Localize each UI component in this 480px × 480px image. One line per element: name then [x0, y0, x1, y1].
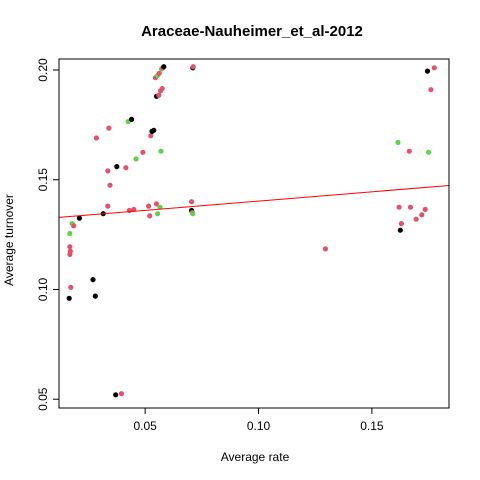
data-point [428, 87, 434, 93]
data-point [397, 227, 403, 233]
data-point [147, 213, 153, 219]
data-point [398, 221, 404, 227]
data-point [396, 204, 402, 210]
data-point [161, 64, 167, 70]
data-point [407, 204, 414, 210]
plot-frame [58, 58, 450, 409]
data-point [422, 206, 428, 212]
data-point [146, 203, 152, 209]
data-point [189, 199, 195, 205]
data-point [431, 65, 437, 71]
data-point [159, 86, 165, 92]
data-point [148, 133, 154, 139]
chart-title: Araceae-Nauheimer_et_al-2012 [141, 23, 363, 40]
data-point [123, 165, 129, 171]
x-tick-label: 0.10 [247, 419, 271, 433]
data-point [406, 148, 412, 154]
data-point [395, 139, 401, 145]
data-point [105, 203, 111, 209]
data-point [118, 391, 124, 397]
data-point [106, 125, 112, 131]
y-tick-label: 0.10 [36, 277, 50, 301]
data-point [156, 92, 162, 98]
data-point [68, 284, 74, 290]
trend-line [58, 185, 450, 218]
data-point [67, 248, 73, 254]
data-point [419, 212, 425, 218]
data-point [126, 207, 132, 214]
data-point [113, 392, 119, 398]
data-point [156, 70, 162, 76]
data-point [114, 164, 120, 170]
x-axis-label: Average rate [221, 450, 290, 464]
data-point [413, 216, 419, 222]
data-point [129, 116, 135, 122]
data-point [92, 293, 98, 299]
data-point [90, 277, 96, 283]
data-point [426, 149, 432, 155]
data-point [133, 156, 139, 162]
data-point [190, 64, 196, 70]
data-point [71, 223, 77, 229]
data-point [151, 127, 157, 133]
y-tick-label: 0.20 [36, 58, 50, 82]
data-point [140, 149, 146, 155]
y-tick-label: 0.05 [36, 387, 50, 411]
data-point [93, 135, 99, 141]
plot-layer: 0.05 0.10 0.15 0.05 0.10 0.15 0.20 [36, 58, 450, 433]
data-point [107, 182, 113, 188]
data-point [190, 211, 196, 217]
data-point [66, 295, 72, 301]
x-tick-label: 0.15 [360, 419, 384, 433]
data-point [424, 68, 431, 74]
data-point [67, 230, 73, 237]
x-tick-label: 0.05 [133, 419, 157, 433]
y-tick-label: 0.15 [36, 168, 50, 192]
data-point [153, 201, 160, 207]
data-point [322, 246, 328, 252]
data-point [76, 215, 82, 221]
data-point [67, 244, 73, 250]
data-point [157, 204, 163, 210]
data-point [155, 211, 161, 217]
y-axis-label: Average turnover [2, 194, 16, 286]
data-point [105, 168, 111, 174]
data-point [158, 148, 164, 154]
